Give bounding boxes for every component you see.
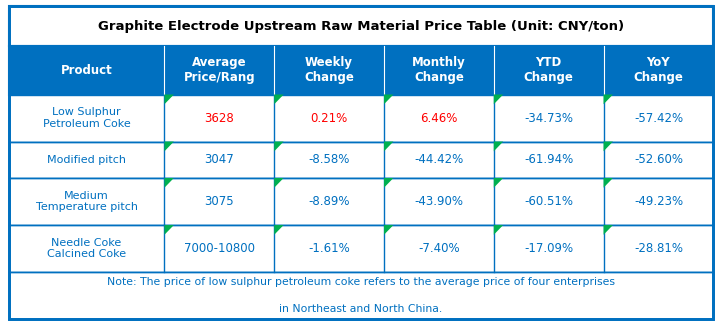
- Polygon shape: [494, 225, 503, 235]
- Bar: [9, 142, 713, 178]
- Bar: [9, 178, 713, 225]
- Text: 7000-10800: 7000-10800: [184, 242, 255, 255]
- Text: -61.94%: -61.94%: [524, 153, 573, 166]
- Text: Average
Price/Rang: Average Price/Rang: [183, 56, 255, 84]
- Bar: [9, 6, 713, 46]
- Text: YTD
Change: YTD Change: [523, 56, 573, 84]
- Text: Medium
Temperature pitch: Medium Temperature pitch: [35, 191, 138, 212]
- Text: Product: Product: [61, 64, 113, 77]
- Text: -8.89%: -8.89%: [308, 195, 350, 208]
- Polygon shape: [494, 95, 503, 104]
- Polygon shape: [604, 142, 613, 151]
- Text: -7.40%: -7.40%: [418, 242, 460, 255]
- Text: -34.73%: -34.73%: [524, 111, 573, 124]
- Polygon shape: [274, 142, 284, 151]
- Text: 0.21%: 0.21%: [310, 111, 348, 124]
- Text: -1.61%: -1.61%: [308, 242, 350, 255]
- Text: Monthly
Change: Monthly Change: [412, 56, 466, 84]
- Text: Needle Coke
Calcined Coke: Needle Coke Calcined Coke: [47, 238, 126, 260]
- Bar: [9, 225, 713, 272]
- Text: 3047: 3047: [204, 153, 234, 166]
- Text: Low Sulphur
Petroleum Coke: Low Sulphur Petroleum Coke: [43, 107, 131, 129]
- Text: -17.09%: -17.09%: [524, 242, 573, 255]
- Polygon shape: [604, 178, 613, 188]
- Polygon shape: [384, 225, 393, 235]
- Text: 3075: 3075: [204, 195, 234, 208]
- Polygon shape: [165, 225, 174, 235]
- Text: 3628: 3628: [204, 111, 234, 124]
- Text: in Northeast and North China.: in Northeast and North China.: [279, 304, 443, 314]
- Polygon shape: [165, 142, 174, 151]
- Text: -8.58%: -8.58%: [308, 153, 350, 166]
- Polygon shape: [494, 142, 503, 151]
- Bar: [9, 272, 713, 319]
- Polygon shape: [384, 178, 393, 188]
- Text: Modified pitch: Modified pitch: [47, 155, 126, 165]
- Polygon shape: [274, 95, 284, 104]
- Polygon shape: [384, 142, 393, 151]
- Polygon shape: [274, 225, 284, 235]
- Text: 6.46%: 6.46%: [420, 111, 458, 124]
- Bar: [9, 95, 713, 142]
- Text: -57.42%: -57.42%: [634, 111, 683, 124]
- Polygon shape: [604, 95, 613, 104]
- Bar: [9, 46, 713, 95]
- Polygon shape: [604, 225, 613, 235]
- Polygon shape: [384, 95, 393, 104]
- Text: -44.42%: -44.42%: [414, 153, 464, 166]
- Text: Note: The price of low sulphur petroleum coke refers to the average price of fou: Note: The price of low sulphur petroleum…: [107, 277, 615, 287]
- Text: YoY
Change: YoY Change: [633, 56, 684, 84]
- Text: Weekly
Change: Weekly Change: [304, 56, 354, 84]
- Polygon shape: [494, 178, 503, 188]
- Text: Graphite Electrode Upstream Raw Material Price Table (Unit: CNY/ton): Graphite Electrode Upstream Raw Material…: [98, 20, 624, 33]
- Text: -49.23%: -49.23%: [634, 195, 683, 208]
- Text: -52.60%: -52.60%: [634, 153, 683, 166]
- Polygon shape: [274, 178, 284, 188]
- Text: -60.51%: -60.51%: [524, 195, 573, 208]
- Text: -43.90%: -43.90%: [414, 195, 464, 208]
- Text: -28.81%: -28.81%: [634, 242, 683, 255]
- Polygon shape: [165, 178, 174, 188]
- Polygon shape: [165, 95, 174, 104]
